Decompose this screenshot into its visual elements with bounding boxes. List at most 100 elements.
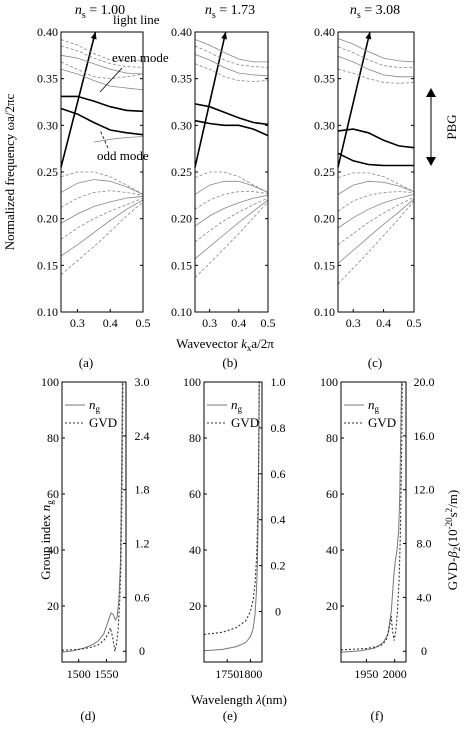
y-tick-label: 80: [47, 431, 59, 445]
series-even-mode-1: [194, 103, 269, 126]
y-tick-label: 0.25: [37, 165, 58, 179]
series-band-14: [60, 199, 144, 257]
y-tick-label: 80: [189, 431, 201, 445]
annotation-even-mode: even mode: [112, 50, 169, 65]
series-ng: [61, 381, 123, 653]
y-tick-label: 0.15: [171, 258, 192, 272]
y-tick-label: 0.30: [37, 118, 58, 132]
title-value: = 1.00: [86, 3, 125, 18]
pbg-arrow-down-head: [426, 157, 436, 166]
panel-label: (e): [223, 708, 237, 723]
bottom-right-y-part-3: (10: [445, 529, 460, 546]
legend-ng-symbol: n: [89, 397, 96, 412]
pbg-arrow-up-head: [426, 88, 436, 97]
y-tick-label: 100: [41, 375, 59, 389]
x-tick-label: 0.4: [376, 316, 391, 330]
annotation-light-line: light line: [113, 12, 160, 27]
light-line-arrowhead: [90, 32, 97, 40]
legend-ng-subscript: g: [238, 404, 243, 414]
odd-mode-pointer: [99, 129, 109, 149]
y-tick-label: 0.30: [314, 118, 335, 132]
series-band-8: [93, 136, 144, 143]
series-band-9: [337, 191, 415, 212]
series-band-3: [60, 45, 144, 68]
bottom-left-y-axis-label: Group index ng: [38, 500, 55, 580]
x-tick-label: 0.4: [103, 316, 118, 330]
plot-frame: [60, 31, 144, 313]
annotation-odd-mode: odd mode: [97, 148, 149, 163]
x-tick-label: 1750: [215, 667, 239, 681]
y2-tick-label: 0.6: [271, 467, 286, 481]
legend-gvd-label: GVD: [89, 415, 117, 430]
y-tick-label: 0.35: [314, 72, 335, 86]
series-band-5: [337, 68, 415, 84]
y2-tick-label: 0: [275, 605, 281, 619]
series-odd-mode-2: [337, 152, 414, 167]
series-band-13: [194, 201, 269, 278]
y2-tick-label: 16.0: [414, 429, 435, 443]
x-tick-label: 2000: [383, 667, 407, 681]
legend-ng-symbol: n: [231, 397, 238, 412]
bottom-right-y-part-0: GVD-: [445, 558, 460, 591]
series-band-11: [194, 197, 269, 243]
x-tick-label: 0.5: [136, 316, 151, 330]
bottom-x-label-part-1: λ: [255, 692, 262, 707]
y-tick-label: 20: [189, 599, 201, 613]
series-band-9: [194, 191, 269, 210]
series-band-8: [194, 180, 269, 195]
y2-tick-label: 0.4: [271, 513, 286, 527]
series-band-10: [60, 179, 144, 195]
y-tick-label: 0.20: [171, 212, 192, 226]
series-band-13: [60, 197, 144, 240]
y2-tick-label: 3.0: [135, 375, 150, 389]
top-x-label-part-3: a/2π: [251, 336, 274, 351]
legend-gvd-label: GVD: [368, 415, 396, 430]
panel-label: (f): [371, 708, 384, 723]
series-band-4: [194, 54, 269, 77]
y-tick-label: 60: [326, 487, 338, 501]
plot-frame: [203, 381, 263, 663]
title-subscript: s: [82, 10, 86, 21]
plot-frame: [61, 381, 127, 663]
y2-tick-label: 12.0: [414, 483, 435, 497]
bottom-right-y-part-2: 2: [452, 547, 462, 552]
y-tick-label: 0.10: [171, 305, 192, 319]
series-odd-mode-2: [60, 107, 144, 136]
series-band-4: [337, 55, 414, 78]
light-line-arrowhead: [221, 32, 228, 40]
x-tick-label: 0.3: [346, 316, 361, 330]
y-tick-label: 20: [326, 599, 338, 613]
top-y-axis-label-text: Normalized frequency ωa/2πc: [2, 93, 17, 250]
plot-frame: [337, 31, 415, 313]
y-tick-label: 60: [47, 487, 59, 501]
y-tick-label: 0.10: [314, 305, 335, 319]
x-tick-label: 0.5: [261, 316, 276, 330]
bottom-x-label-part-2: (nm): [262, 692, 287, 707]
y-tick-label: 0.20: [37, 212, 58, 226]
y-tick-label: 0.25: [314, 165, 335, 179]
even-mode-pointer: [99, 67, 123, 93]
y-tick-label: 0.40: [314, 25, 335, 39]
panel-label: (b): [222, 355, 237, 370]
legend-ng-symbol: n: [368, 397, 375, 412]
top-x-label-part-2: x: [247, 343, 252, 353]
y-tick-label: 100: [320, 375, 338, 389]
series-band-11: [337, 196, 415, 246]
series-band-15: [60, 201, 144, 276]
y2-tick-label: 1.8: [135, 483, 150, 497]
y2-tick-label: 4.0: [417, 590, 432, 604]
legend-ng-label: ng: [368, 397, 380, 414]
series-band-13: [337, 200, 415, 285]
title-symbol: n: [350, 3, 357, 18]
series-light-line-0: [194, 31, 227, 168]
y-tick-label: 0.15: [314, 258, 335, 272]
series-band-7: [337, 172, 415, 192]
band-panel-c: 0.10 0.15 0.20 0.25 0.30 0.35 0.40 0.3 0.4 0.5 ns …: [314, 3, 422, 370]
series-ng: [340, 381, 402, 653]
series-gvd: [340, 381, 403, 651]
series-band-12: [337, 198, 415, 264]
top-y-axis-label: Normalized frequency ωa/2πc: [2, 93, 17, 250]
band-panel-b: 0.10 0.15 0.20 0.25 0.30 0.35 0.40 0.3 0.4 0.5 ns …: [171, 3, 276, 370]
y2-tick-label: 0: [139, 644, 145, 658]
